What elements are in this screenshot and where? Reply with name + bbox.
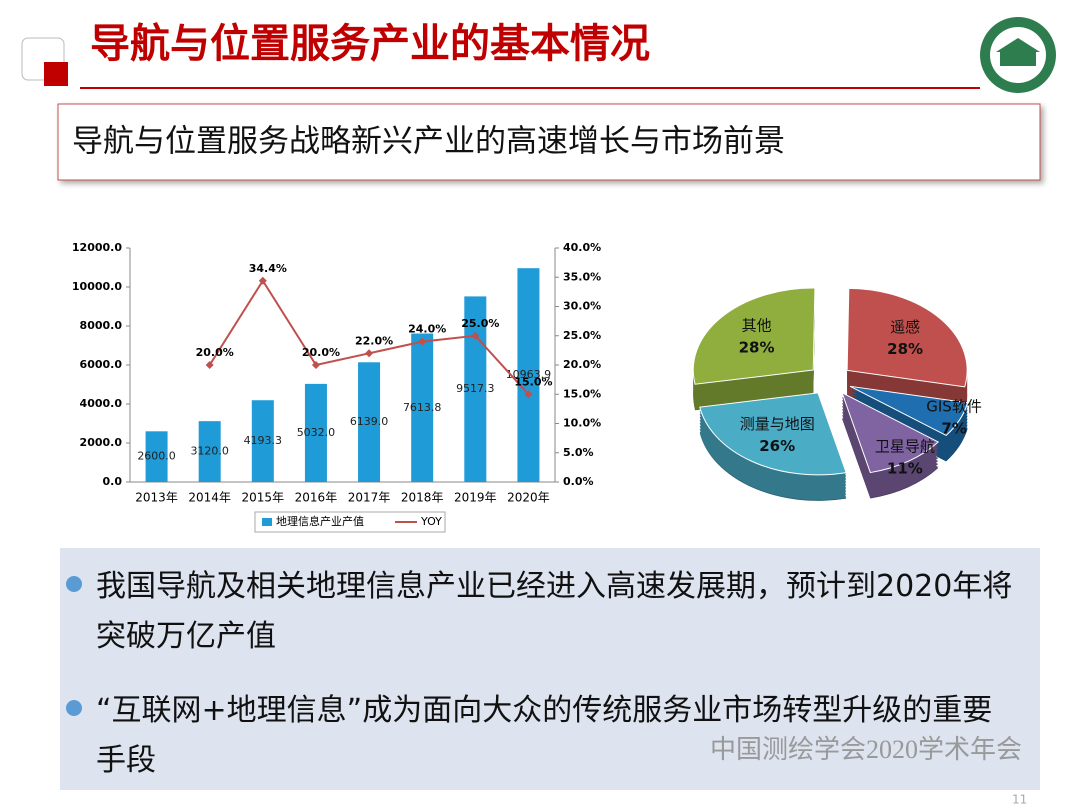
bar [517, 268, 540, 482]
pie-slice [849, 385, 969, 437]
point-label: 24.0% [408, 323, 446, 336]
bar-label: 3120.0 [190, 445, 229, 458]
bar-label: 6139.0 [350, 415, 389, 428]
x-tick-label: 2014年 [188, 491, 231, 505]
bar [411, 333, 434, 482]
x-tick-label: 2020年 [507, 491, 550, 505]
point-label: 15.0% [514, 375, 552, 388]
point [524, 390, 533, 399]
pie-slice [692, 287, 816, 385]
point-label: 25.0% [461, 317, 499, 330]
pie-value: 11% [887, 459, 923, 477]
bar-label: 4193.3 [244, 434, 283, 447]
y2-tick-label: 20.0% [563, 358, 601, 371]
point [205, 361, 214, 369]
x-tick-label: 2018年 [401, 491, 444, 505]
pie-label: GIS软件 [926, 398, 982, 416]
y-tick-label: 10000.0 [72, 280, 122, 293]
y-tick-label: 6000.0 [80, 358, 123, 371]
bar-label: 10963.9 [506, 368, 552, 381]
point [418, 337, 427, 346]
bar-label: 2600.0 [137, 450, 176, 463]
legend-label: 地理信息产业产值 [276, 514, 364, 528]
pie-slice [841, 391, 940, 474]
subtitle-box [57, 103, 1041, 181]
bullet-dot [66, 700, 82, 716]
pie-label: 遥感 [890, 318, 920, 336]
bar [304, 383, 327, 482]
subtitle: 导航与位置服务战略新兴产业的高速增长与市场前景 [72, 124, 785, 160]
y2-tick-label: 30.0% [563, 300, 601, 313]
bar [251, 400, 274, 482]
bar-label: 7613.8 [403, 401, 442, 414]
point-label: 22.0% [355, 334, 393, 347]
y-tick-label: 12000.0 [72, 241, 122, 254]
pie-label: 测量与地图 [740, 415, 815, 433]
y-tick-label: 8000.0 [80, 319, 123, 332]
y2-tick-label: 10.0% [563, 417, 601, 430]
legend-label: YOY [420, 515, 442, 528]
bar-label: 9517.3 [456, 382, 495, 395]
bullet-box [60, 548, 1040, 790]
bullet-dot [66, 576, 82, 592]
y-tick-label: 2000.0 [80, 436, 123, 449]
y2-tick-label: 0.0% [563, 475, 594, 488]
pie-value: 26% [759, 437, 795, 455]
pie-slice [846, 287, 968, 388]
y2-tick-label: 15.0% [563, 387, 601, 400]
bar [358, 362, 381, 482]
point [365, 349, 374, 358]
x-tick-label: 2016年 [295, 491, 338, 505]
page-number: 11 [1012, 793, 1027, 807]
pie-value: 28% [887, 340, 923, 358]
point-label: 34.4% [249, 262, 287, 275]
x-tick-label: 2017年 [348, 491, 391, 505]
y2-tick-label: 5.0% [563, 446, 594, 459]
y2-tick-label: 40.0% [563, 241, 601, 254]
y-tick-label: 4000.0 [80, 397, 123, 410]
point-label: 20.0% [196, 346, 234, 359]
point [471, 331, 480, 340]
pie-value: 28% [739, 339, 775, 357]
pie-slice [699, 392, 847, 476]
slide-title: 导航与位置服务产业的基本情况 [90, 21, 650, 67]
legend-swatch [262, 518, 272, 526]
point [258, 276, 267, 285]
legend-box [254, 511, 446, 533]
logo [980, 17, 1056, 93]
bar-label: 5032.0 [297, 426, 336, 439]
bar [145, 431, 168, 482]
pie-label: 卫星导航 [875, 437, 935, 455]
x-tick-label: 2019年 [454, 491, 497, 505]
y-tick-label: 0.0 [103, 475, 123, 488]
deco-square [44, 62, 68, 86]
x-tick-label: 2015年 [242, 491, 285, 505]
pie-label: 其他 [742, 317, 772, 335]
y2-tick-label: 25.0% [563, 329, 601, 342]
y2-tick-label: 35.0% [563, 270, 601, 283]
bullet-text: 我国导航及相关地理信息产业已经进入高速发展期，预计到2020年将突破万亿产值 [96, 569, 1013, 654]
point-label: 20.0% [302, 346, 340, 359]
watermark: 中国测绘学会2020学术年会 [710, 735, 1022, 764]
pie-value: 7% [941, 420, 966, 438]
bar [198, 421, 221, 482]
x-tick-label: 2013年 [135, 491, 178, 505]
bullet-text: “互联网+地理信息”成为面向大众的传统服务业市场转型升级的重要手段 [96, 693, 993, 778]
point [311, 361, 320, 369]
